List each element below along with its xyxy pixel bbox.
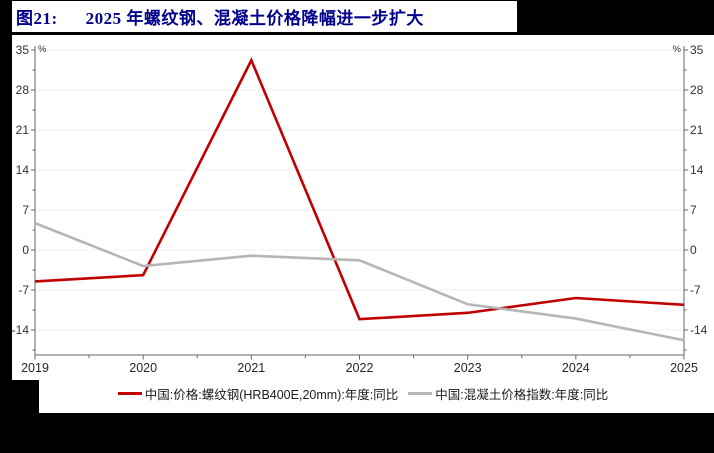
x-axis-tick-label: 2024 bbox=[562, 361, 590, 375]
chart-panel: -14 -14 -7 -7 0 0 7 7 14 14 21 21 28 28 35 35%% 2019 2020… bbox=[12, 35, 714, 413]
figure-title: 2025 年螺纹钢、混凝土价格降幅进一步扩大 bbox=[85, 9, 424, 28]
legend-line-swatch-gray bbox=[408, 392, 433, 395]
right-axis-tick-label: 14 bbox=[690, 163, 704, 177]
background-patch bbox=[0, 380, 39, 453]
left-axis-tick-label: 7 bbox=[22, 203, 29, 217]
legend-item-rebar: 中国:价格:螺纹钢(HRB400E,20mm):年度:同比 bbox=[117, 384, 399, 403]
x-axis-tick-label: 2021 bbox=[237, 361, 265, 375]
x-axis-tick-label: 2020 bbox=[129, 361, 157, 375]
chart-legend: 中国:价格:螺纹钢(HRB400E,20mm):年度:同比 中国:混凝土价格指数… bbox=[12, 384, 714, 403]
left-axis-tick-label: 21 bbox=[16, 123, 30, 137]
right-axis-tick-label: 0 bbox=[690, 243, 697, 257]
right-axis-tick-label: 35 bbox=[690, 43, 704, 57]
line-chart: -14 -14 -7 -7 0 0 7 7 14 14 21 21 28 28 35 35% % 2019 2020… bbox=[12, 43, 708, 375]
left-axis-tick-label: 14 bbox=[16, 163, 30, 177]
legend-line-swatch-red bbox=[117, 392, 142, 395]
right-axis-tick-label: 7 bbox=[690, 203, 697, 217]
legend-label-rebar: 中国:价格:螺纹钢(HRB400E,20mm):年度:同比 bbox=[144, 388, 399, 402]
left-axis-tick-label: 35 bbox=[16, 43, 30, 57]
x-axis-tick-label: 2019 bbox=[21, 361, 49, 375]
left-axis-tick-label: -14 bbox=[12, 323, 29, 337]
figure-title-bar: 图21: 2025 年螺纹钢、混凝土价格降幅进一步扩大 bbox=[12, 1, 517, 32]
series-line-concrete bbox=[34, 221, 685, 342]
x-axis-tick-label: 2025 bbox=[670, 361, 698, 375]
figure-label: 图21: bbox=[16, 9, 58, 28]
right-axis-tick-label: 28 bbox=[690, 83, 704, 97]
right-axis-tick-label: -7 bbox=[690, 283, 701, 297]
left-axis-tick-label: 0 bbox=[22, 243, 29, 257]
right-axis-tick-label: 21 bbox=[690, 123, 704, 137]
left-axis-tick-label: -7 bbox=[18, 283, 29, 297]
x-axis-tick-label: 2022 bbox=[346, 361, 374, 375]
left-axis-unit: % bbox=[38, 44, 47, 55]
legend-label-concrete: 中国:混凝土价格指数:年度:同比 bbox=[435, 388, 609, 402]
x-axis-tick-label: 2023 bbox=[454, 361, 482, 375]
legend-item-concrete: 中国:混凝土价格指数:年度:同比 bbox=[408, 384, 608, 403]
right-axis-tick-label: -14 bbox=[690, 323, 708, 337]
series-line-rebar bbox=[34, 57, 685, 321]
left-axis-tick-label: 28 bbox=[16, 83, 30, 97]
right-axis-unit: % bbox=[673, 44, 682, 55]
